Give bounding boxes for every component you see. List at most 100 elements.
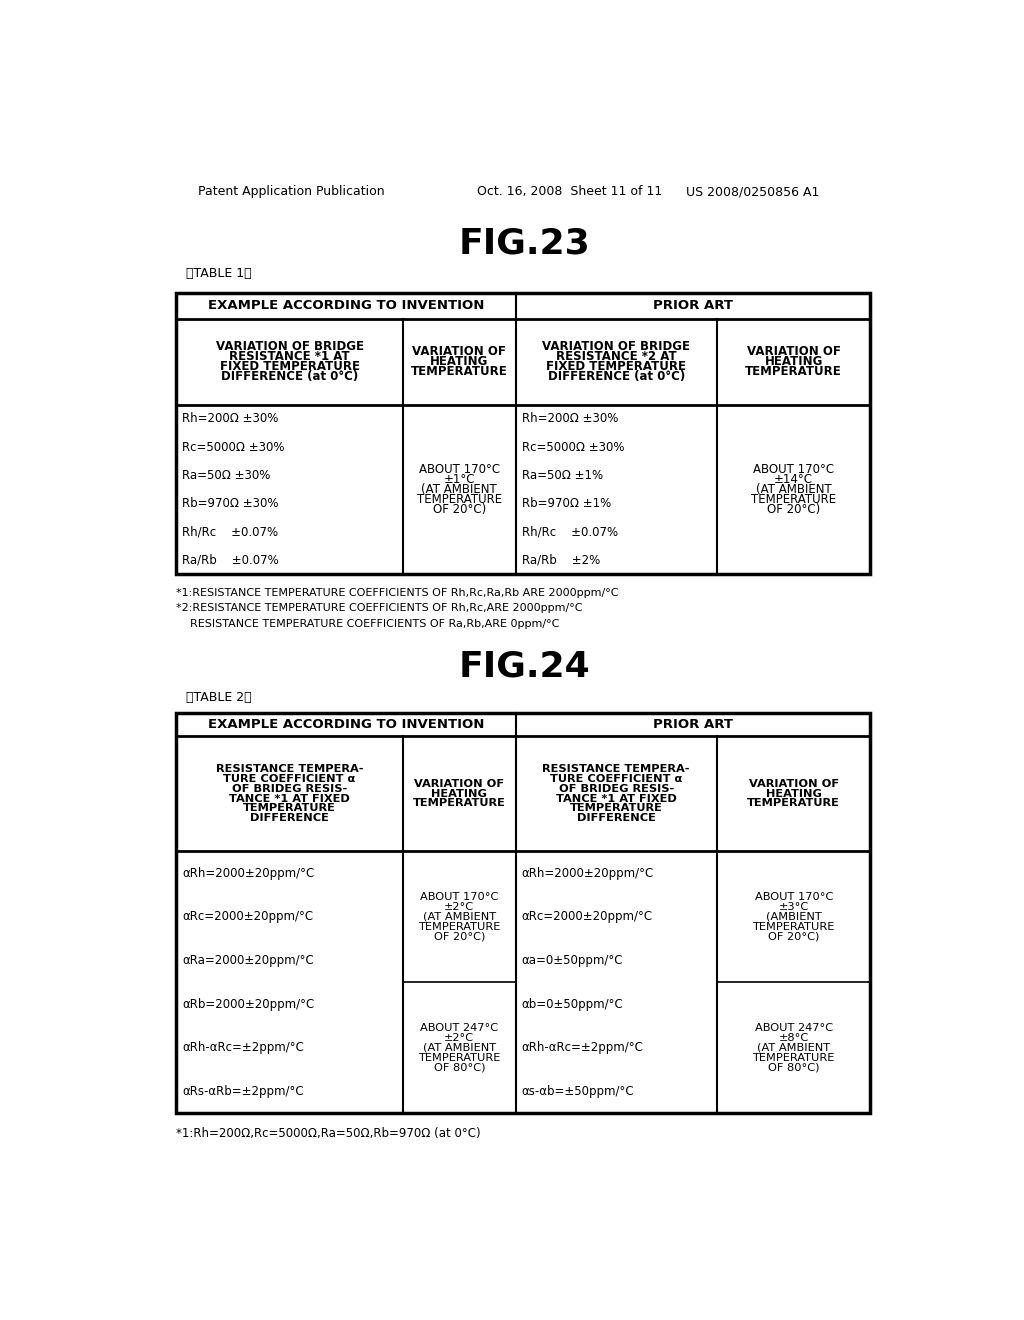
Text: Patent Application Publication: Patent Application Publication: [198, 185, 384, 198]
Text: FIXED TEMPERATURE: FIXED TEMPERATURE: [546, 360, 686, 374]
Text: FIG.24: FIG.24: [459, 649, 591, 684]
Text: TEMPERATURE: TEMPERATURE: [418, 921, 501, 932]
Text: FIXED TEMPERATURE: FIXED TEMPERATURE: [219, 360, 359, 374]
Text: TEMPERATURE: TEMPERATURE: [243, 804, 336, 813]
Text: TEMPERATURE: TEMPERATURE: [745, 366, 842, 379]
Text: ABOUT 170°C: ABOUT 170°C: [420, 892, 499, 903]
Text: αRc=2000±20ppm/°C: αRc=2000±20ppm/°C: [182, 911, 313, 924]
Text: αRs-αRb=±2ppm/°C: αRs-αRb=±2ppm/°C: [182, 1085, 304, 1098]
Text: TURE COEFFICIENT α: TURE COEFFICIENT α: [550, 774, 682, 784]
Text: 〈TABLE 1〉: 〈TABLE 1〉: [186, 268, 252, 280]
Text: αs-αb=±50ppm/°C: αs-αb=±50ppm/°C: [521, 1085, 634, 1098]
Text: (AMBIENT: (AMBIENT: [766, 912, 821, 921]
Text: αRh=2000±20ppm/°C: αRh=2000±20ppm/°C: [182, 867, 314, 879]
Text: VARIATION OF: VARIATION OF: [746, 345, 841, 358]
Text: ±2°C: ±2°C: [444, 902, 474, 912]
Text: *2:RESISTANCE TEMPERATURE COEFFICIENTS OF Rh,Rc,ARE 2000ppm/°C: *2:RESISTANCE TEMPERATURE COEFFICIENTS O…: [176, 603, 583, 614]
Text: OF 20°C): OF 20°C): [433, 503, 486, 516]
Text: EXAMPLE ACCORDING TO INVENTION: EXAMPLE ACCORDING TO INVENTION: [208, 300, 484, 313]
Text: Rh/Rc    ±0.07%: Rh/Rc ±0.07%: [182, 525, 279, 539]
Text: RESISTANCE TEMPERATURE COEFFICIENTS OF Ra,Rb,ARE 0ppm/°C: RESISTANCE TEMPERATURE COEFFICIENTS OF R…: [176, 619, 559, 628]
Bar: [176, 293, 870, 574]
Text: TEMPERATURE: TEMPERATURE: [753, 1052, 835, 1063]
Text: ±8°C: ±8°C: [778, 1034, 809, 1043]
Text: Ra=50Ω ±30%: Ra=50Ω ±30%: [182, 469, 270, 482]
Text: TEMPERATURE: TEMPERATURE: [413, 799, 506, 808]
Text: *1:Rh=200Ω,Rc=5000Ω,Ra=50Ω,Rb=970Ω (at 0°C): *1:Rh=200Ω,Rc=5000Ω,Ra=50Ω,Rb=970Ω (at 0…: [176, 1127, 480, 1140]
Text: Rh=200Ω ±30%: Rh=200Ω ±30%: [182, 412, 279, 425]
Text: ±14°C: ±14°C: [774, 473, 813, 486]
Text: HEATING: HEATING: [431, 788, 487, 799]
Text: HEATING: HEATING: [766, 788, 821, 799]
Text: Ra/Rb    ±2%: Ra/Rb ±2%: [521, 553, 600, 566]
Text: Oct. 16, 2008  Sheet 11 of 11: Oct. 16, 2008 Sheet 11 of 11: [477, 185, 662, 198]
Text: αRh=2000±20ppm/°C: αRh=2000±20ppm/°C: [521, 867, 654, 879]
Text: TEMPERATURE: TEMPERATURE: [748, 799, 840, 808]
Text: 〈TABLE 2〉: 〈TABLE 2〉: [186, 690, 252, 704]
Text: Rh=200Ω ±30%: Rh=200Ω ±30%: [521, 412, 618, 425]
Text: αb=0±50ppm/°C: αb=0±50ppm/°C: [521, 998, 624, 1011]
Text: RESISTANCE *2 AT: RESISTANCE *2 AT: [556, 350, 677, 363]
Text: ABOUT 170°C: ABOUT 170°C: [419, 463, 500, 475]
Text: ABOUT 247°C: ABOUT 247°C: [420, 1023, 499, 1034]
Text: Rb=970Ω ±30%: Rb=970Ω ±30%: [182, 498, 279, 510]
Text: αRa=2000±20ppm/°C: αRa=2000±20ppm/°C: [182, 954, 314, 968]
Text: ABOUT 247°C: ABOUT 247°C: [755, 1023, 833, 1034]
Text: US 2008/0250856 A1: US 2008/0250856 A1: [686, 185, 819, 198]
Text: OF 20°C): OF 20°C): [768, 932, 819, 941]
Text: αa=0±50ppm/°C: αa=0±50ppm/°C: [521, 954, 624, 968]
Text: (AT AMBIENT: (AT AMBIENT: [756, 483, 831, 496]
Text: (AT AMBIENT: (AT AMBIENT: [422, 483, 498, 496]
Text: RESISTANCE *1 AT: RESISTANCE *1 AT: [229, 350, 350, 363]
Text: PRIOR ART: PRIOR ART: [653, 300, 733, 313]
Text: HEATING: HEATING: [765, 355, 823, 368]
Text: αRb=2000±20ppm/°C: αRb=2000±20ppm/°C: [182, 998, 314, 1011]
Text: ABOUT 170°C: ABOUT 170°C: [755, 892, 833, 903]
Text: FIG.23: FIG.23: [459, 226, 591, 260]
Text: αRh-αRc=±2ppm/°C: αRh-αRc=±2ppm/°C: [521, 1041, 643, 1055]
Text: Ra=50Ω ±1%: Ra=50Ω ±1%: [521, 469, 603, 482]
Text: EXAMPLE ACCORDING TO INVENTION: EXAMPLE ACCORDING TO INVENTION: [208, 718, 484, 731]
Text: VARIATION OF BRIDGE: VARIATION OF BRIDGE: [543, 341, 690, 352]
Text: (AT AMBIENT: (AT AMBIENT: [757, 1043, 830, 1053]
Text: ±2°C: ±2°C: [444, 1034, 474, 1043]
Text: αRc=2000±20ppm/°C: αRc=2000±20ppm/°C: [521, 911, 653, 924]
Text: HEATING: HEATING: [430, 355, 488, 368]
Text: TEMPERATURE: TEMPERATURE: [417, 494, 502, 506]
Text: Rc=5000Ω ±30%: Rc=5000Ω ±30%: [521, 441, 625, 454]
Text: PRIOR ART: PRIOR ART: [653, 718, 733, 731]
Text: TEMPERATURE: TEMPERATURE: [753, 921, 835, 932]
Text: TANCE *1 AT FIXED: TANCE *1 AT FIXED: [229, 793, 350, 804]
Text: VARIATION OF: VARIATION OF: [415, 779, 505, 789]
Text: (AT AMBIENT: (AT AMBIENT: [423, 912, 496, 921]
Text: Ra/Rb    ±0.07%: Ra/Rb ±0.07%: [182, 553, 279, 566]
Text: *1:RESISTANCE TEMPERATURE COEFFICIENTS OF Rh,Rc,Ra,Rb ARE 2000ppm/°C: *1:RESISTANCE TEMPERATURE COEFFICIENTS O…: [176, 589, 618, 598]
Text: Rc=5000Ω ±30%: Rc=5000Ω ±30%: [182, 441, 285, 454]
Text: VARIATION OF: VARIATION OF: [413, 345, 506, 358]
Bar: [176, 713, 870, 1113]
Text: TEMPERATURE: TEMPERATURE: [752, 494, 837, 506]
Text: αRh-αRc=±2ppm/°C: αRh-αRc=±2ppm/°C: [182, 1041, 304, 1055]
Text: ±1°C: ±1°C: [443, 473, 475, 486]
Text: DIFFERENCE (at 0°C): DIFFERENCE (at 0°C): [221, 371, 358, 383]
Text: ±3°C: ±3°C: [778, 902, 809, 912]
Text: OF 20°C): OF 20°C): [433, 932, 485, 941]
Text: ABOUT 170°C: ABOUT 170°C: [754, 463, 835, 475]
Text: OF 20°C): OF 20°C): [767, 503, 820, 516]
Text: TURE COEFFICIENT α: TURE COEFFICIENT α: [223, 774, 355, 784]
Text: TANCE *1 AT FIXED: TANCE *1 AT FIXED: [556, 793, 677, 804]
Text: RESISTANCE TEMPERA-: RESISTANCE TEMPERA-: [543, 764, 690, 775]
Text: OF BRIDEG RESIS-: OF BRIDEG RESIS-: [559, 784, 674, 793]
Text: VARIATION OF: VARIATION OF: [749, 779, 839, 789]
Text: OF BRIDEG RESIS-: OF BRIDEG RESIS-: [232, 784, 347, 793]
Text: RESISTANCE TEMPERA-: RESISTANCE TEMPERA-: [216, 764, 364, 775]
Text: TEMPERATURE: TEMPERATURE: [411, 366, 508, 379]
Text: OF 80°C): OF 80°C): [768, 1063, 819, 1072]
Text: Rh/Rc    ±0.07%: Rh/Rc ±0.07%: [521, 525, 617, 539]
Text: TEMPERATURE: TEMPERATURE: [569, 804, 663, 813]
Text: (AT AMBIENT: (AT AMBIENT: [423, 1043, 496, 1053]
Text: OF 80°C): OF 80°C): [433, 1063, 485, 1072]
Text: TEMPERATURE: TEMPERATURE: [418, 1052, 501, 1063]
Text: DIFFERENCE: DIFFERENCE: [250, 813, 329, 824]
Text: DIFFERENCE (at 0°C): DIFFERENCE (at 0°C): [548, 371, 685, 383]
